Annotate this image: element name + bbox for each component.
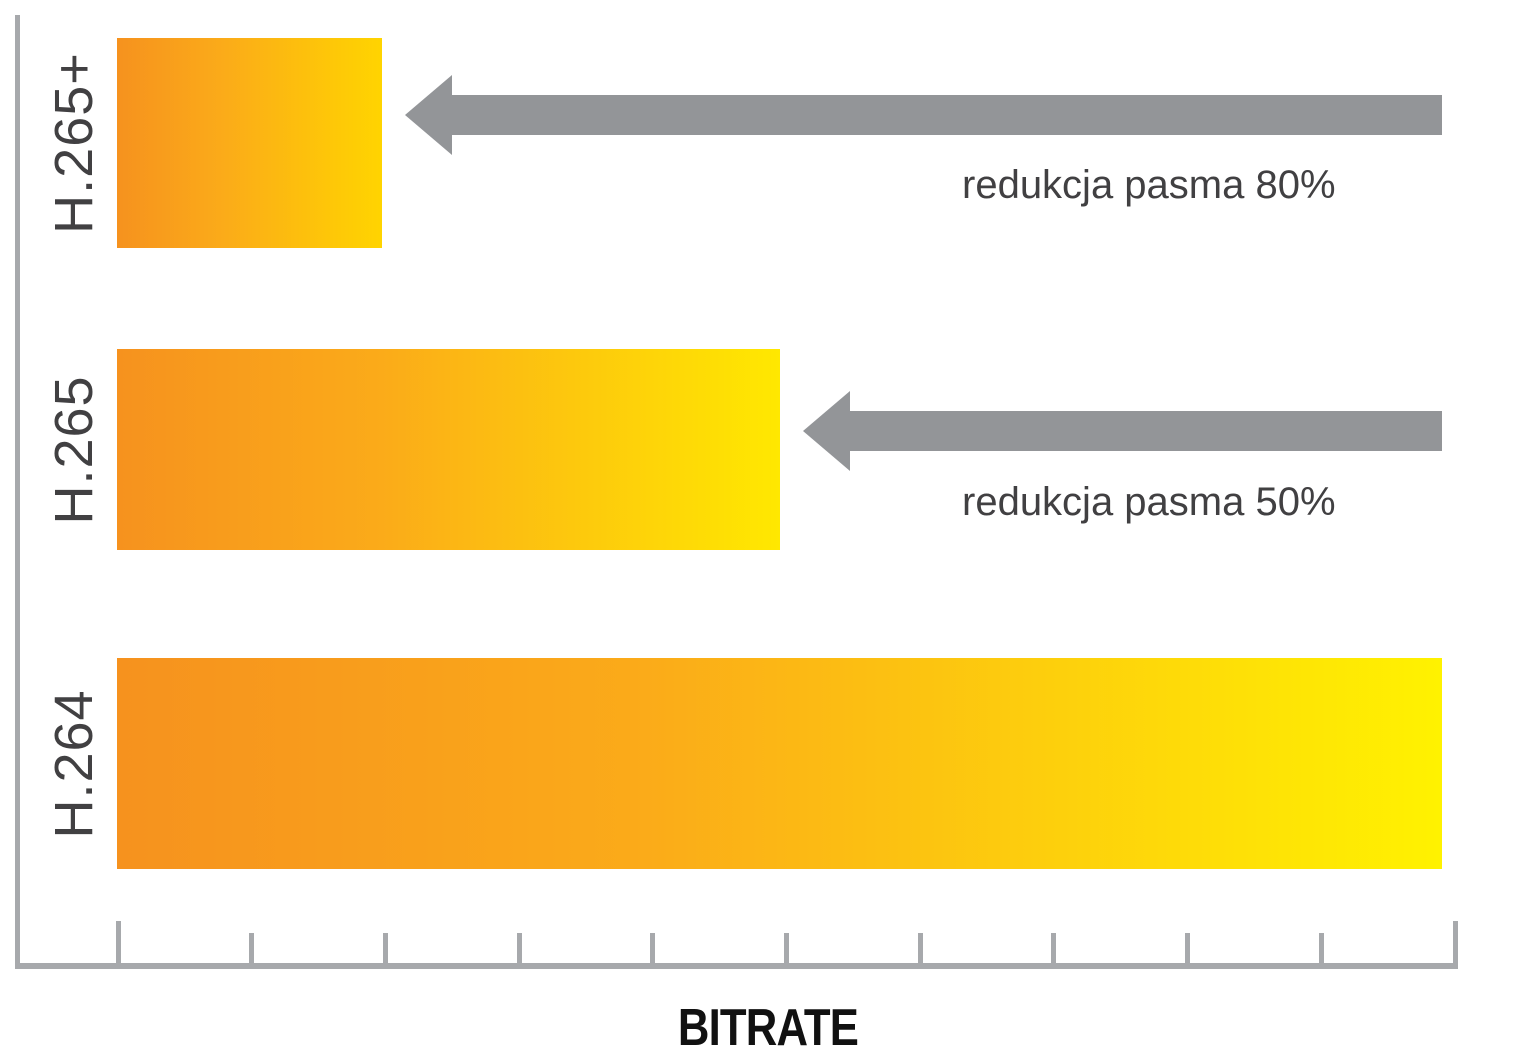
bar-h-264 [117,658,1442,869]
x-axis-line [15,963,1458,969]
x-axis-tick [116,921,121,966]
x-axis-tick [650,933,655,966]
annotation-h-265: redukcja pasma 80% [962,163,1336,207]
x-axis-tick [784,933,789,966]
bar-h-265 [117,38,382,248]
x-axis-tick [1319,933,1324,966]
arrow-shaft [849,411,1442,451]
x-axis-tick [383,933,388,966]
x-axis-tick [249,933,254,966]
arrow-shaft [451,95,1442,135]
x-axis-tick [1051,933,1056,966]
y-axis-label-h-265: H.265+ [44,52,104,234]
x-axis-tick [918,933,923,966]
x-axis-tick [517,933,522,966]
x-axis-tick [1185,933,1190,966]
y-axis-label-h-265: H.265 [44,374,104,525]
y-axis-label-h-264: H.264 [44,688,104,839]
left-arrow-icon [803,391,850,471]
x-axis-tick [1453,921,1458,966]
annotation-h-265: redukcja pasma 50% [962,480,1336,524]
left-arrow-icon [405,75,452,155]
x-axis-title: BITRATE [677,999,859,1057]
y-axis-line [15,15,20,968]
bar-h-265 [117,349,780,550]
